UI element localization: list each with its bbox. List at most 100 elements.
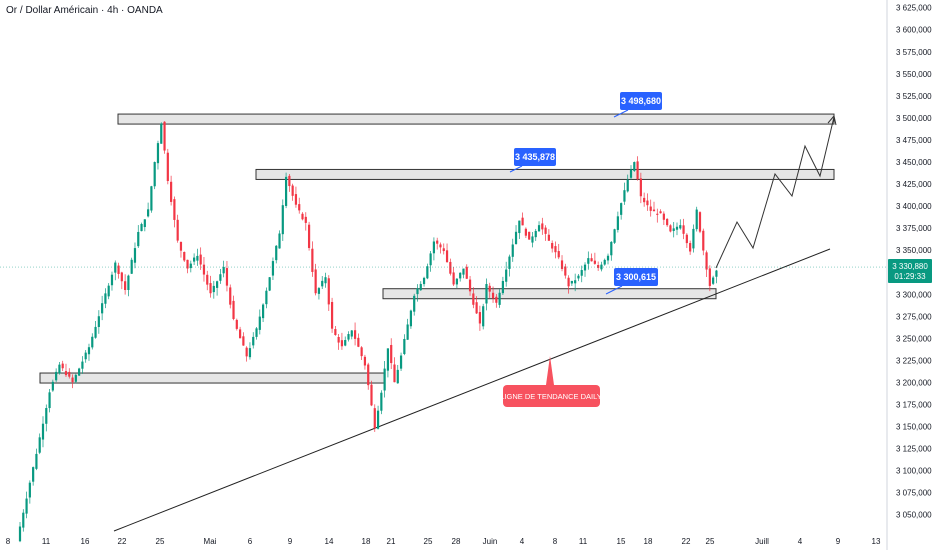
candle-body bbox=[396, 369, 399, 384]
candle-body bbox=[390, 344, 393, 364]
candle-body bbox=[353, 330, 357, 339]
candle-body bbox=[147, 209, 150, 217]
price-tick-label: 3 275,000 bbox=[896, 312, 932, 321]
candles bbox=[18, 121, 718, 543]
price-tick-label: 3 625,000 bbox=[896, 4, 932, 13]
candle-body bbox=[196, 255, 199, 261]
candle-body bbox=[445, 250, 449, 263]
price-tick-label: 3 150,000 bbox=[896, 423, 932, 432]
candle-body bbox=[363, 356, 367, 366]
candle-body bbox=[127, 275, 130, 290]
candle-body bbox=[153, 162, 156, 187]
candle-body bbox=[495, 296, 498, 303]
time-tick-label: 25 bbox=[156, 537, 165, 546]
candle-body bbox=[603, 259, 606, 265]
candle-body bbox=[275, 245, 278, 261]
time-tick-label: 25 bbox=[424, 537, 433, 546]
candle-body bbox=[330, 302, 334, 329]
zone-3435 bbox=[255, 168, 835, 180]
candle-body bbox=[170, 181, 173, 202]
candle-body bbox=[64, 371, 68, 376]
candle-body bbox=[232, 300, 235, 319]
candle-body bbox=[74, 374, 77, 382]
candle-body bbox=[610, 241, 613, 256]
candle-body bbox=[176, 219, 179, 241]
candle-body bbox=[452, 272, 455, 285]
price-tick-label: 3 475,000 bbox=[896, 136, 932, 145]
time-tick-label: 14 bbox=[325, 537, 334, 546]
candle-body bbox=[38, 437, 41, 453]
current-price-value: 3 330,880 bbox=[892, 262, 928, 271]
time-tick-label: 16 bbox=[81, 537, 90, 546]
candle-body bbox=[258, 316, 261, 330]
candle-body bbox=[649, 206, 652, 211]
candle-body bbox=[143, 219, 146, 228]
candle-body bbox=[51, 381, 54, 391]
candle-body bbox=[682, 225, 685, 234]
candle-body bbox=[25, 498, 28, 514]
time-tick-label: 11 bbox=[579, 537, 588, 546]
projection-arrowhead bbox=[827, 114, 837, 126]
candle-body bbox=[702, 230, 705, 251]
time-tick-label: Juill bbox=[755, 537, 769, 546]
candle-body bbox=[620, 203, 623, 215]
candle-body bbox=[71, 377, 74, 383]
candle-body bbox=[357, 337, 360, 347]
time-axis: 8 11 16 22 25 Mai 6 9 14 18 21 25 28 Juin 4 8 11 15 18 22 25… bbox=[6, 537, 881, 546]
candle-body bbox=[209, 283, 212, 294]
candle-body bbox=[55, 371, 58, 381]
candle-body bbox=[281, 205, 284, 235]
time-tick-label: 25 bbox=[706, 537, 715, 546]
candle-body bbox=[652, 209, 656, 212]
candle-body bbox=[429, 253, 432, 266]
callout-high-label: 3 498,680 bbox=[621, 96, 661, 106]
candle-body bbox=[643, 197, 646, 203]
time-tick-label: 9 bbox=[836, 537, 841, 546]
callout-mid-pointer bbox=[509, 165, 523, 173]
time-tick-label: 18 bbox=[644, 537, 653, 546]
candle-body bbox=[212, 285, 215, 293]
candle-body bbox=[58, 364, 61, 374]
candle-body bbox=[173, 199, 176, 220]
candle-body bbox=[48, 392, 51, 409]
candle-body bbox=[271, 261, 275, 276]
candle-body bbox=[110, 274, 114, 286]
time-tick-label: 11 bbox=[42, 537, 51, 546]
price-tick-label: 3 450,000 bbox=[896, 158, 932, 167]
candle-body bbox=[347, 334, 350, 340]
candle-body bbox=[577, 275, 580, 279]
time-tick-label: 22 bbox=[682, 537, 691, 546]
candle-body bbox=[491, 292, 495, 299]
candle-body bbox=[28, 482, 31, 498]
time-tick-label: 21 bbox=[387, 537, 396, 546]
candle-body bbox=[94, 326, 97, 338]
callout-high-box bbox=[620, 92, 662, 110]
time-tick-label: 18 bbox=[362, 537, 371, 546]
current-price-badge bbox=[888, 259, 932, 284]
candle-body bbox=[646, 200, 649, 206]
candle-body bbox=[261, 304, 265, 319]
candle-body bbox=[498, 292, 501, 305]
candle-body bbox=[101, 303, 104, 314]
price-tick-label: 3 575,000 bbox=[896, 48, 932, 57]
candle-body bbox=[580, 270, 583, 276]
candle-body bbox=[560, 260, 564, 269]
time-tick-label: 15 bbox=[617, 537, 626, 546]
candle-body bbox=[531, 236, 534, 243]
candle-body bbox=[268, 277, 271, 291]
price-tick-label: 3 175,000 bbox=[896, 400, 932, 409]
candle-body bbox=[140, 224, 143, 232]
candle-body bbox=[248, 348, 252, 358]
candle-body bbox=[459, 272, 462, 279]
candle-body bbox=[337, 336, 340, 343]
annotation-pointer bbox=[546, 356, 554, 385]
candle-body bbox=[350, 330, 353, 337]
candle-body bbox=[373, 408, 376, 429]
candle-body bbox=[288, 175, 291, 187]
candle-body bbox=[222, 266, 225, 274]
candle-body bbox=[606, 255, 610, 261]
candle-body bbox=[537, 225, 541, 232]
candle-body bbox=[307, 224, 311, 249]
